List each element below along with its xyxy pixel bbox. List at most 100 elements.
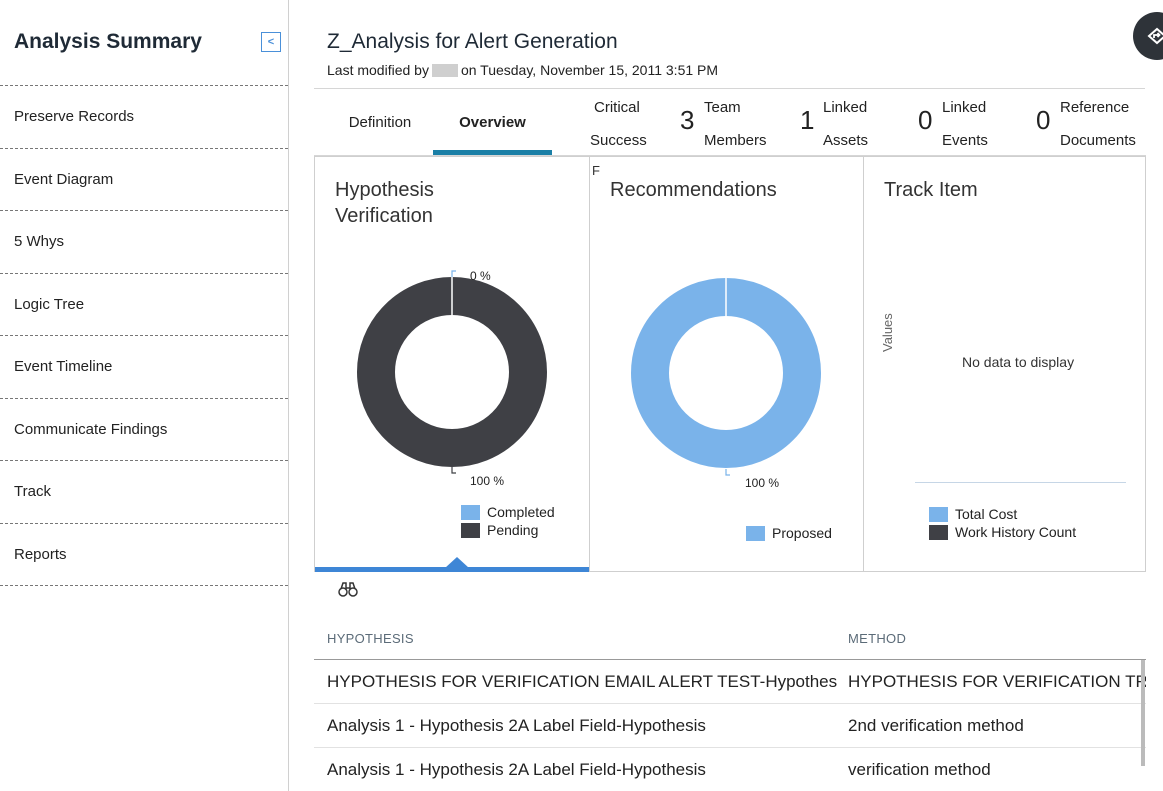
column-header-hypothesis[interactable]: HYPOTHESIS bbox=[327, 631, 414, 646]
legend-label: Pending bbox=[487, 522, 539, 538]
card-title-line: Verification bbox=[335, 205, 433, 227]
tab-label: Critical bbox=[594, 99, 640, 116]
label-leader-bottom bbox=[451, 467, 456, 474]
cell-hypothesis: Analysis 1 - Hypothesis 2A Label Field-H… bbox=[327, 716, 706, 735]
tab-label: Documents bbox=[1060, 132, 1136, 149]
sidebar-item-event-diagram[interactable]: Event Diagram bbox=[0, 149, 288, 211]
sidebar-item-track[interactable]: Track bbox=[0, 461, 288, 524]
label-leader-top bbox=[451, 270, 456, 277]
linked-assets-count: 1 bbox=[800, 105, 815, 135]
card-title: Track Item bbox=[884, 179, 978, 201]
sidebar: Analysis Summary < Preserve Records Even… bbox=[0, 0, 289, 791]
tab-reference-documents[interactable]: 0 Reference Documents bbox=[1036, 89, 1145, 155]
collapse-sidebar-button[interactable]: < bbox=[261, 32, 281, 52]
binoculars-icon-graphic bbox=[338, 582, 358, 597]
sidebar-item-reports[interactable]: Reports bbox=[0, 524, 288, 586]
tab-bar: Definition Overview Critical Success 3 T… bbox=[314, 88, 1145, 155]
sidebar-item-5-whys[interactable]: 5 Whys bbox=[0, 211, 288, 274]
hypothesis-table: HYPOTHESIS METHOD HYPOTHESIS FOR VERIFIC… bbox=[314, 615, 1146, 791]
legend-swatch bbox=[461, 522, 480, 538]
legend-item-work-history-count: Work History Count bbox=[929, 523, 1076, 541]
tab-overview[interactable]: Overview bbox=[433, 89, 552, 155]
recommendations-donut-chart: 100 % bbox=[631, 278, 821, 490]
card-title-line: Hypothesis bbox=[335, 179, 434, 201]
main-content: Z_Analysis for Alert Generation Last mod… bbox=[290, 0, 1163, 791]
hypothesis-legend: Completed Pending bbox=[461, 503, 555, 539]
recommendations-card[interactable]: F Recommendations 100 % Proposed bbox=[589, 156, 864, 572]
sidebar-title: Analysis Summary bbox=[14, 30, 202, 53]
y-axis-label: Values bbox=[880, 313, 895, 352]
tab-linked-events[interactable]: 0 Linked Events bbox=[918, 89, 1018, 155]
legend-label: Work History Count bbox=[955, 524, 1077, 540]
table-row[interactable]: Analysis 1 - Hypothesis 2A Label Field-H… bbox=[314, 748, 1146, 791]
modified-prefix: Last modified by bbox=[327, 62, 429, 78]
tab-definition[interactable]: Definition bbox=[348, 113, 412, 131]
table-scrollbar[interactable] bbox=[1141, 660, 1145, 766]
tab-label: Team bbox=[704, 99, 741, 116]
sidebar-item-logic-tree[interactable]: Logic Tree bbox=[0, 274, 288, 336]
column-header-method[interactable]: METHOD bbox=[848, 631, 907, 646]
overview-cards: Hypothesis Verification 0 % 100 % Comple… bbox=[314, 155, 1146, 572]
table-row[interactable]: HYPOTHESIS FOR VERIFICATION EMAIL ALERT … bbox=[314, 660, 1146, 704]
legend-swatch bbox=[746, 525, 765, 541]
tab-critical-success[interactable]: Critical Success bbox=[564, 89, 664, 155]
table-row[interactable]: Analysis 1 - Hypothesis 2A Label Field-H… bbox=[314, 704, 1146, 748]
linked-events-count: 0 bbox=[918, 105, 933, 135]
sidebar-item-preserve-records[interactable]: Preserve Records bbox=[0, 86, 288, 149]
cell-method: HYPOTHESIS FOR VERIFICATION TRAC bbox=[848, 672, 1146, 691]
legend-item-completed: Completed bbox=[461, 503, 555, 521]
tab-label: Linked bbox=[823, 99, 868, 116]
tab-label: Linked bbox=[942, 99, 987, 116]
pending-percent-label: 100 % bbox=[470, 474, 504, 488]
proposed-percent-label: 100 % bbox=[745, 476, 779, 490]
binoculars-icon[interactable] bbox=[338, 580, 358, 603]
sidebar-header: Analysis Summary < bbox=[0, 0, 288, 86]
page-title: Z_Analysis for Alert Generation bbox=[327, 30, 618, 53]
chevron-left-icon: < bbox=[267, 35, 275, 48]
team-members-count: 3 bbox=[680, 105, 695, 135]
label-leader-bottom bbox=[725, 469, 730, 476]
proposed-slice bbox=[631, 278, 821, 468]
table-header: HYPOTHESIS METHOD bbox=[314, 615, 1146, 660]
hypothesis-verification-card[interactable]: Hypothesis Verification 0 % 100 % Comple… bbox=[314, 156, 590, 572]
tab-label: Reference bbox=[1060, 99, 1130, 116]
selected-indicator-arrow bbox=[445, 557, 469, 568]
navigate-button[interactable] bbox=[1133, 12, 1163, 60]
navigate-icon bbox=[1147, 27, 1163, 45]
legend-item-proposed: Proposed bbox=[746, 524, 832, 542]
cell-hypothesis: HYPOTHESIS FOR VERIFICATION EMAIL ALERT … bbox=[327, 672, 837, 691]
tab-linked-assets[interactable]: 1 Linked Assets bbox=[800, 89, 900, 155]
selected-indicator-bar bbox=[315, 567, 590, 572]
recommendations-legend: Proposed bbox=[746, 524, 832, 542]
track-item-card[interactable]: Track Item Values No data to display Tot… bbox=[863, 156, 1146, 572]
tab-label: Members bbox=[704, 132, 767, 149]
card-title: Recommendations bbox=[610, 179, 777, 201]
legend-item-pending: Pending bbox=[461, 521, 555, 539]
redacted-user bbox=[431, 64, 458, 77]
completed-percent-label: 0 % bbox=[470, 269, 491, 283]
legend-item-total-cost: Total Cost bbox=[929, 505, 1076, 523]
modified-suffix: on Tuesday, November 15, 2011 3:51 PM bbox=[460, 62, 719, 78]
legend-label: Proposed bbox=[772, 525, 832, 541]
overflow-text: F bbox=[592, 163, 600, 178]
tab-team-members[interactable]: 3 Team Members bbox=[680, 89, 790, 155]
tab-label: Success bbox=[590, 132, 647, 149]
tab-label: Events bbox=[942, 132, 988, 149]
last-modified: Last modified by on Tuesday, November 15,… bbox=[327, 62, 718, 78]
track-item-legend: Total Cost Work History Count bbox=[929, 505, 1076, 541]
hypothesis-donut-chart: 0 % 100 % bbox=[357, 269, 547, 488]
cell-method: verification method bbox=[848, 760, 991, 779]
legend-label: Completed bbox=[487, 504, 555, 520]
sidebar-item-event-timeline[interactable]: Event Timeline bbox=[0, 336, 288, 399]
cell-method: 2nd verification method bbox=[848, 716, 1024, 735]
sidebar-item-communicate-findings[interactable]: Communicate Findings bbox=[0, 399, 288, 461]
card-title: Hypothesis Verification bbox=[335, 177, 434, 229]
reference-documents-count: 0 bbox=[1036, 105, 1051, 135]
legend-swatch bbox=[461, 504, 480, 520]
legend-label: Total Cost bbox=[955, 506, 1018, 522]
pending-slice bbox=[357, 277, 547, 467]
no-data-message: No data to display bbox=[962, 354, 1075, 370]
cell-hypothesis: Analysis 1 - Hypothesis 2A Label Field-H… bbox=[327, 760, 706, 779]
tab-label: Assets bbox=[823, 132, 869, 149]
x-axis-line bbox=[915, 482, 1126, 483]
